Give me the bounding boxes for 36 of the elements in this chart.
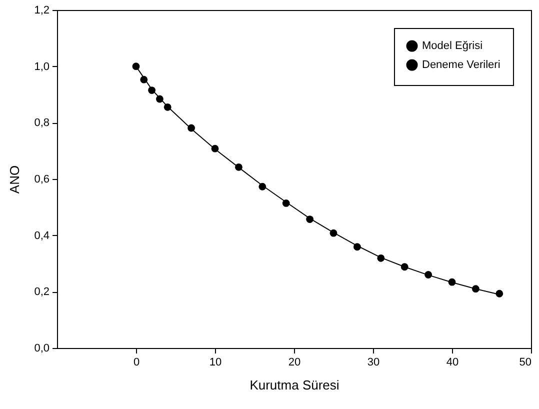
point [148,86,156,94]
x-axis-title: Kurutma Süresi [250,378,340,392]
point [211,144,219,152]
legend-label: Deneme Verileri [422,59,500,71]
point [156,95,164,103]
y-tick-label: 0,8 [34,117,50,130]
point [330,229,338,237]
y-tick-label: 0,0 [34,342,50,354]
point [306,216,314,223]
point [353,243,361,251]
point [400,263,408,271]
x-tick-label: 10 [209,356,222,368]
point [132,62,140,70]
point [258,182,266,190]
point [472,285,480,293]
y-tick-label: 1,2 [34,4,50,16]
legend-label: Model Eğrisi [422,40,483,52]
point [496,290,504,298]
x-tick-label: 20 [288,356,301,368]
y-tick-label: 0,2 [34,286,50,298]
point [424,271,432,278]
point [282,200,290,207]
point [140,76,148,84]
y-tick-label: 0,4 [34,230,50,242]
point [234,163,242,171]
point [448,278,456,286]
y-axis-title: ANO [7,165,22,194]
x-tick-label: 40 [446,356,459,368]
y-tick-label: 1,0 [34,60,50,73]
point [188,124,196,132]
y-tick-label: 0,6 [34,174,50,186]
point [164,103,172,111]
x-tick-label: 50 [519,356,532,368]
x-tick-label: 30 [367,356,380,368]
point [377,254,385,262]
x-tick-label: 0 [133,356,140,368]
